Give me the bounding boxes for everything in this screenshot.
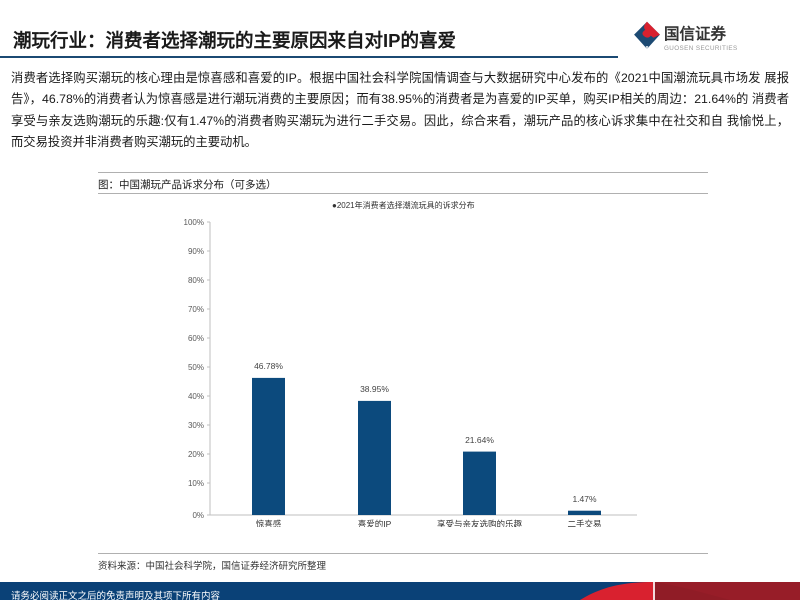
svg-text:惊喜感: 惊喜感: [256, 519, 282, 527]
svg-text:0%: 0%: [192, 511, 204, 520]
svg-text:40%: 40%: [188, 392, 204, 401]
svg-text:●2021年消费者选择潮流玩具的诉求分布: ●2021年消费者选择潮流玩具的诉求分布: [332, 200, 475, 210]
svg-text:90%: 90%: [188, 247, 204, 256]
svg-text:21.64%: 21.64%: [465, 435, 494, 445]
svg-text:80%: 80%: [188, 276, 204, 285]
svg-text:二手交易: 二手交易: [567, 519, 601, 527]
svg-text:100%: 100%: [184, 218, 204, 227]
svg-text:20%: 20%: [188, 450, 204, 459]
svg-text:60%: 60%: [188, 334, 204, 343]
svg-text:1.47%: 1.47%: [572, 494, 597, 504]
svg-text:喜爱的IP: 喜爱的IP: [358, 519, 392, 527]
svg-text:70%: 70%: [188, 305, 204, 314]
svg-text:10%: 10%: [188, 479, 204, 488]
svg-text:38.95%: 38.95%: [360, 384, 389, 394]
svg-text:享受与亲友选购的乐趣: 享受与亲友选购的乐趣: [437, 519, 523, 527]
svg-text:46.78%: 46.78%: [254, 361, 283, 371]
svg-text:GUOSEN SECURITIES: GUOSEN SECURITIES: [664, 45, 738, 52]
svg-text:30%: 30%: [188, 421, 204, 430]
svg-text:国信证券: 国信证券: [664, 24, 727, 43]
svg-text:50%: 50%: [188, 363, 204, 372]
